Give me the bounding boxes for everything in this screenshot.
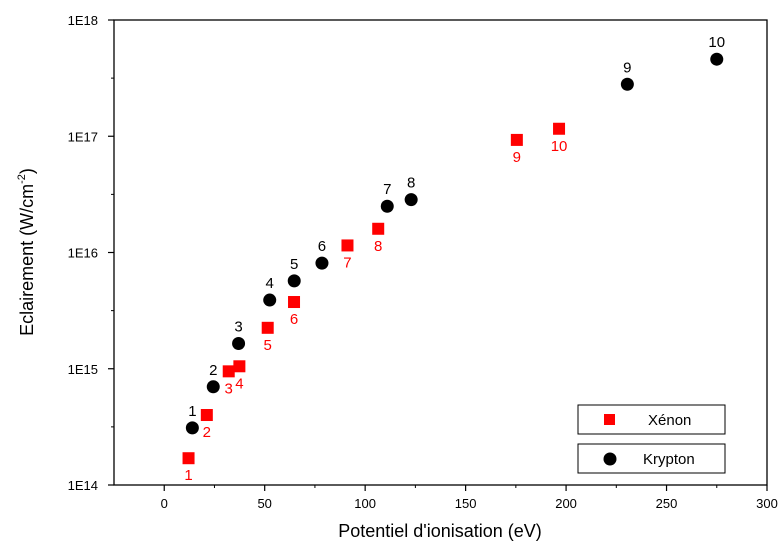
legend-xenon-label: Xénon: [648, 412, 691, 429]
x-axis-ticks: 0 50 100 150 200 250 300: [161, 485, 778, 511]
y-axis-title: Eclairement (W/cm-2): [16, 168, 37, 336]
xenon-point-label: 5: [264, 337, 272, 354]
krypton-point: [620, 77, 634, 91]
xenon-point: [341, 239, 354, 252]
krypton-point-label: 1: [188, 403, 196, 420]
y-axis-title-suffix: ): [17, 168, 37, 174]
krypton-point-label: 9: [623, 59, 631, 76]
xenon-point: [233, 360, 246, 373]
x-tick-label: 0: [161, 496, 168, 511]
krypton-point: [232, 336, 246, 350]
x-tick-label: 250: [656, 496, 678, 511]
data-points: [182, 52, 724, 465]
legend-xenon-marker: [604, 414, 615, 425]
xenon-point: [261, 321, 274, 334]
krypton-point-label: 2: [209, 362, 217, 379]
krypton-point-label: 5: [290, 256, 298, 273]
y-axis-title-main: Eclairement (W/cm: [17, 184, 37, 336]
xenon-point: [222, 365, 235, 378]
xenon-point: [288, 296, 301, 309]
krypton-point: [263, 293, 277, 307]
legend-krypton-label: Krypton: [643, 451, 695, 468]
x-tick-label: 50: [257, 496, 271, 511]
xenon-point-label: 4: [235, 375, 243, 392]
y-tick-label: 1E14: [68, 478, 98, 493]
legend-krypton-box: [577, 443, 726, 474]
krypton-point: [380, 199, 394, 213]
legend-krypton-marker: [603, 452, 617, 466]
krypton-point: [710, 52, 724, 66]
legend-krypton: Krypton: [577, 443, 726, 474]
xenon-point-label: 2: [203, 424, 211, 441]
xenon-point: [200, 409, 213, 422]
krypton-point-label: 6: [318, 238, 326, 255]
xenon-point: [182, 452, 195, 465]
x-tick-label: 100: [354, 496, 376, 511]
krypton-point: [185, 421, 199, 435]
legend-xenon-box: [577, 404, 726, 435]
x-tick-label: 200: [555, 496, 577, 511]
y-tick-label: 1E16: [68, 246, 98, 261]
krypton-point-label: 8: [407, 175, 415, 192]
x-tick-label: 150: [455, 496, 477, 511]
y-axis-title-exponent: -2: [16, 174, 28, 184]
krypton-point-label: 7: [383, 181, 391, 198]
xenon-point: [372, 222, 385, 235]
krypton-point-label: 4: [266, 275, 274, 292]
krypton-point: [315, 256, 329, 270]
krypton-point-label: 3: [234, 318, 242, 335]
x-tick-label: 300: [756, 496, 778, 511]
xenon-point: [510, 133, 523, 146]
x-axis-title: Potentiel d'ionisation (eV): [338, 521, 542, 541]
krypton-point: [206, 380, 220, 394]
xenon-point-label: 1: [184, 467, 192, 484]
y-tick-label: 1E15: [68, 362, 98, 377]
krypton-point: [287, 274, 301, 288]
xenon-point-label: 9: [513, 149, 521, 166]
xenon-point-label: 3: [225, 380, 233, 397]
xenon-point-label: 10: [551, 138, 568, 155]
krypton-point-label: 10: [708, 34, 725, 51]
y-axis-ticks: 1E14 1E15 1E16 1E17 1E18: [68, 13, 114, 493]
xenon-point-label: 7: [343, 254, 351, 271]
xenon-point-label: 6: [290, 311, 298, 328]
xenon-point-label: 8: [374, 238, 382, 255]
krypton-point: [404, 193, 418, 207]
y-tick-label: 1E17: [68, 129, 98, 144]
xenon-point: [553, 122, 566, 135]
legend-xenon: Xénon: [577, 404, 726, 435]
y-tick-label: 1E18: [68, 13, 98, 28]
